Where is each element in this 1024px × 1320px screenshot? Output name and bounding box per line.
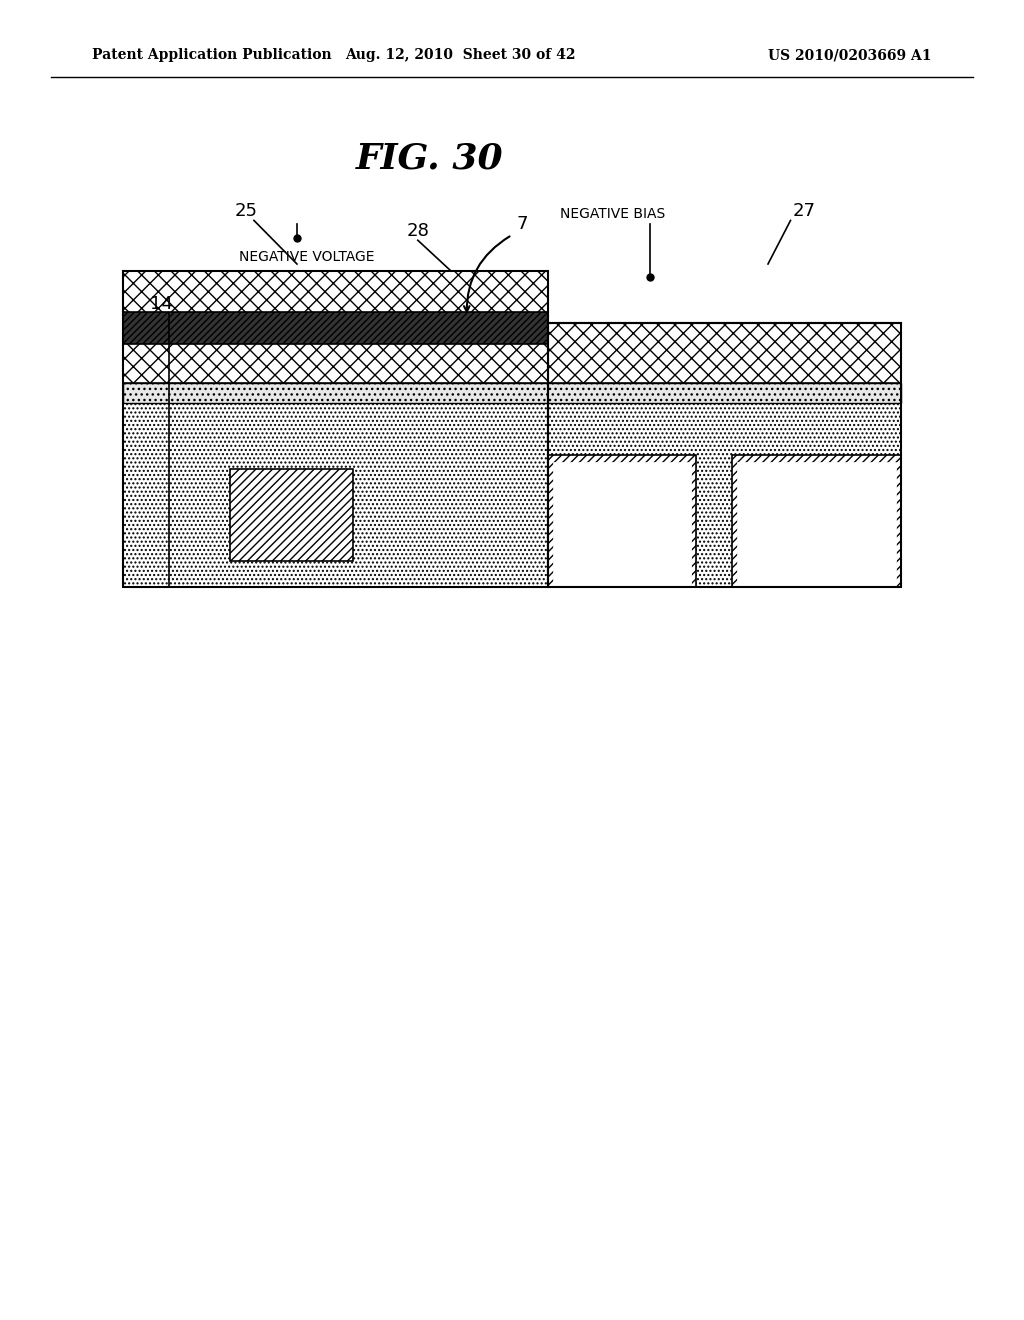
FancyBboxPatch shape <box>548 455 696 587</box>
Text: NEGATIVE VOLTAGE: NEGATIVE VOLTAGE <box>240 251 375 264</box>
FancyBboxPatch shape <box>123 271 548 383</box>
FancyBboxPatch shape <box>548 323 901 383</box>
Text: FIG. 30: FIG. 30 <box>356 141 504 176</box>
Text: Patent Application Publication: Patent Application Publication <box>92 49 332 62</box>
Text: NEGATIVE BIAS: NEGATIVE BIAS <box>560 207 665 220</box>
Text: 14: 14 <box>151 294 173 313</box>
Text: US 2010/0203669 A1: US 2010/0203669 A1 <box>768 49 932 62</box>
FancyBboxPatch shape <box>737 462 896 587</box>
Text: 28: 28 <box>407 222 429 240</box>
Text: 25: 25 <box>234 202 257 220</box>
FancyBboxPatch shape <box>732 455 901 587</box>
FancyBboxPatch shape <box>123 403 901 587</box>
Text: 27: 27 <box>793 202 815 220</box>
FancyBboxPatch shape <box>553 462 691 587</box>
FancyBboxPatch shape <box>123 383 901 403</box>
FancyBboxPatch shape <box>230 469 353 561</box>
FancyBboxPatch shape <box>123 312 548 343</box>
Text: Aug. 12, 2010  Sheet 30 of 42: Aug. 12, 2010 Sheet 30 of 42 <box>345 49 577 62</box>
Text: 7: 7 <box>516 215 528 234</box>
